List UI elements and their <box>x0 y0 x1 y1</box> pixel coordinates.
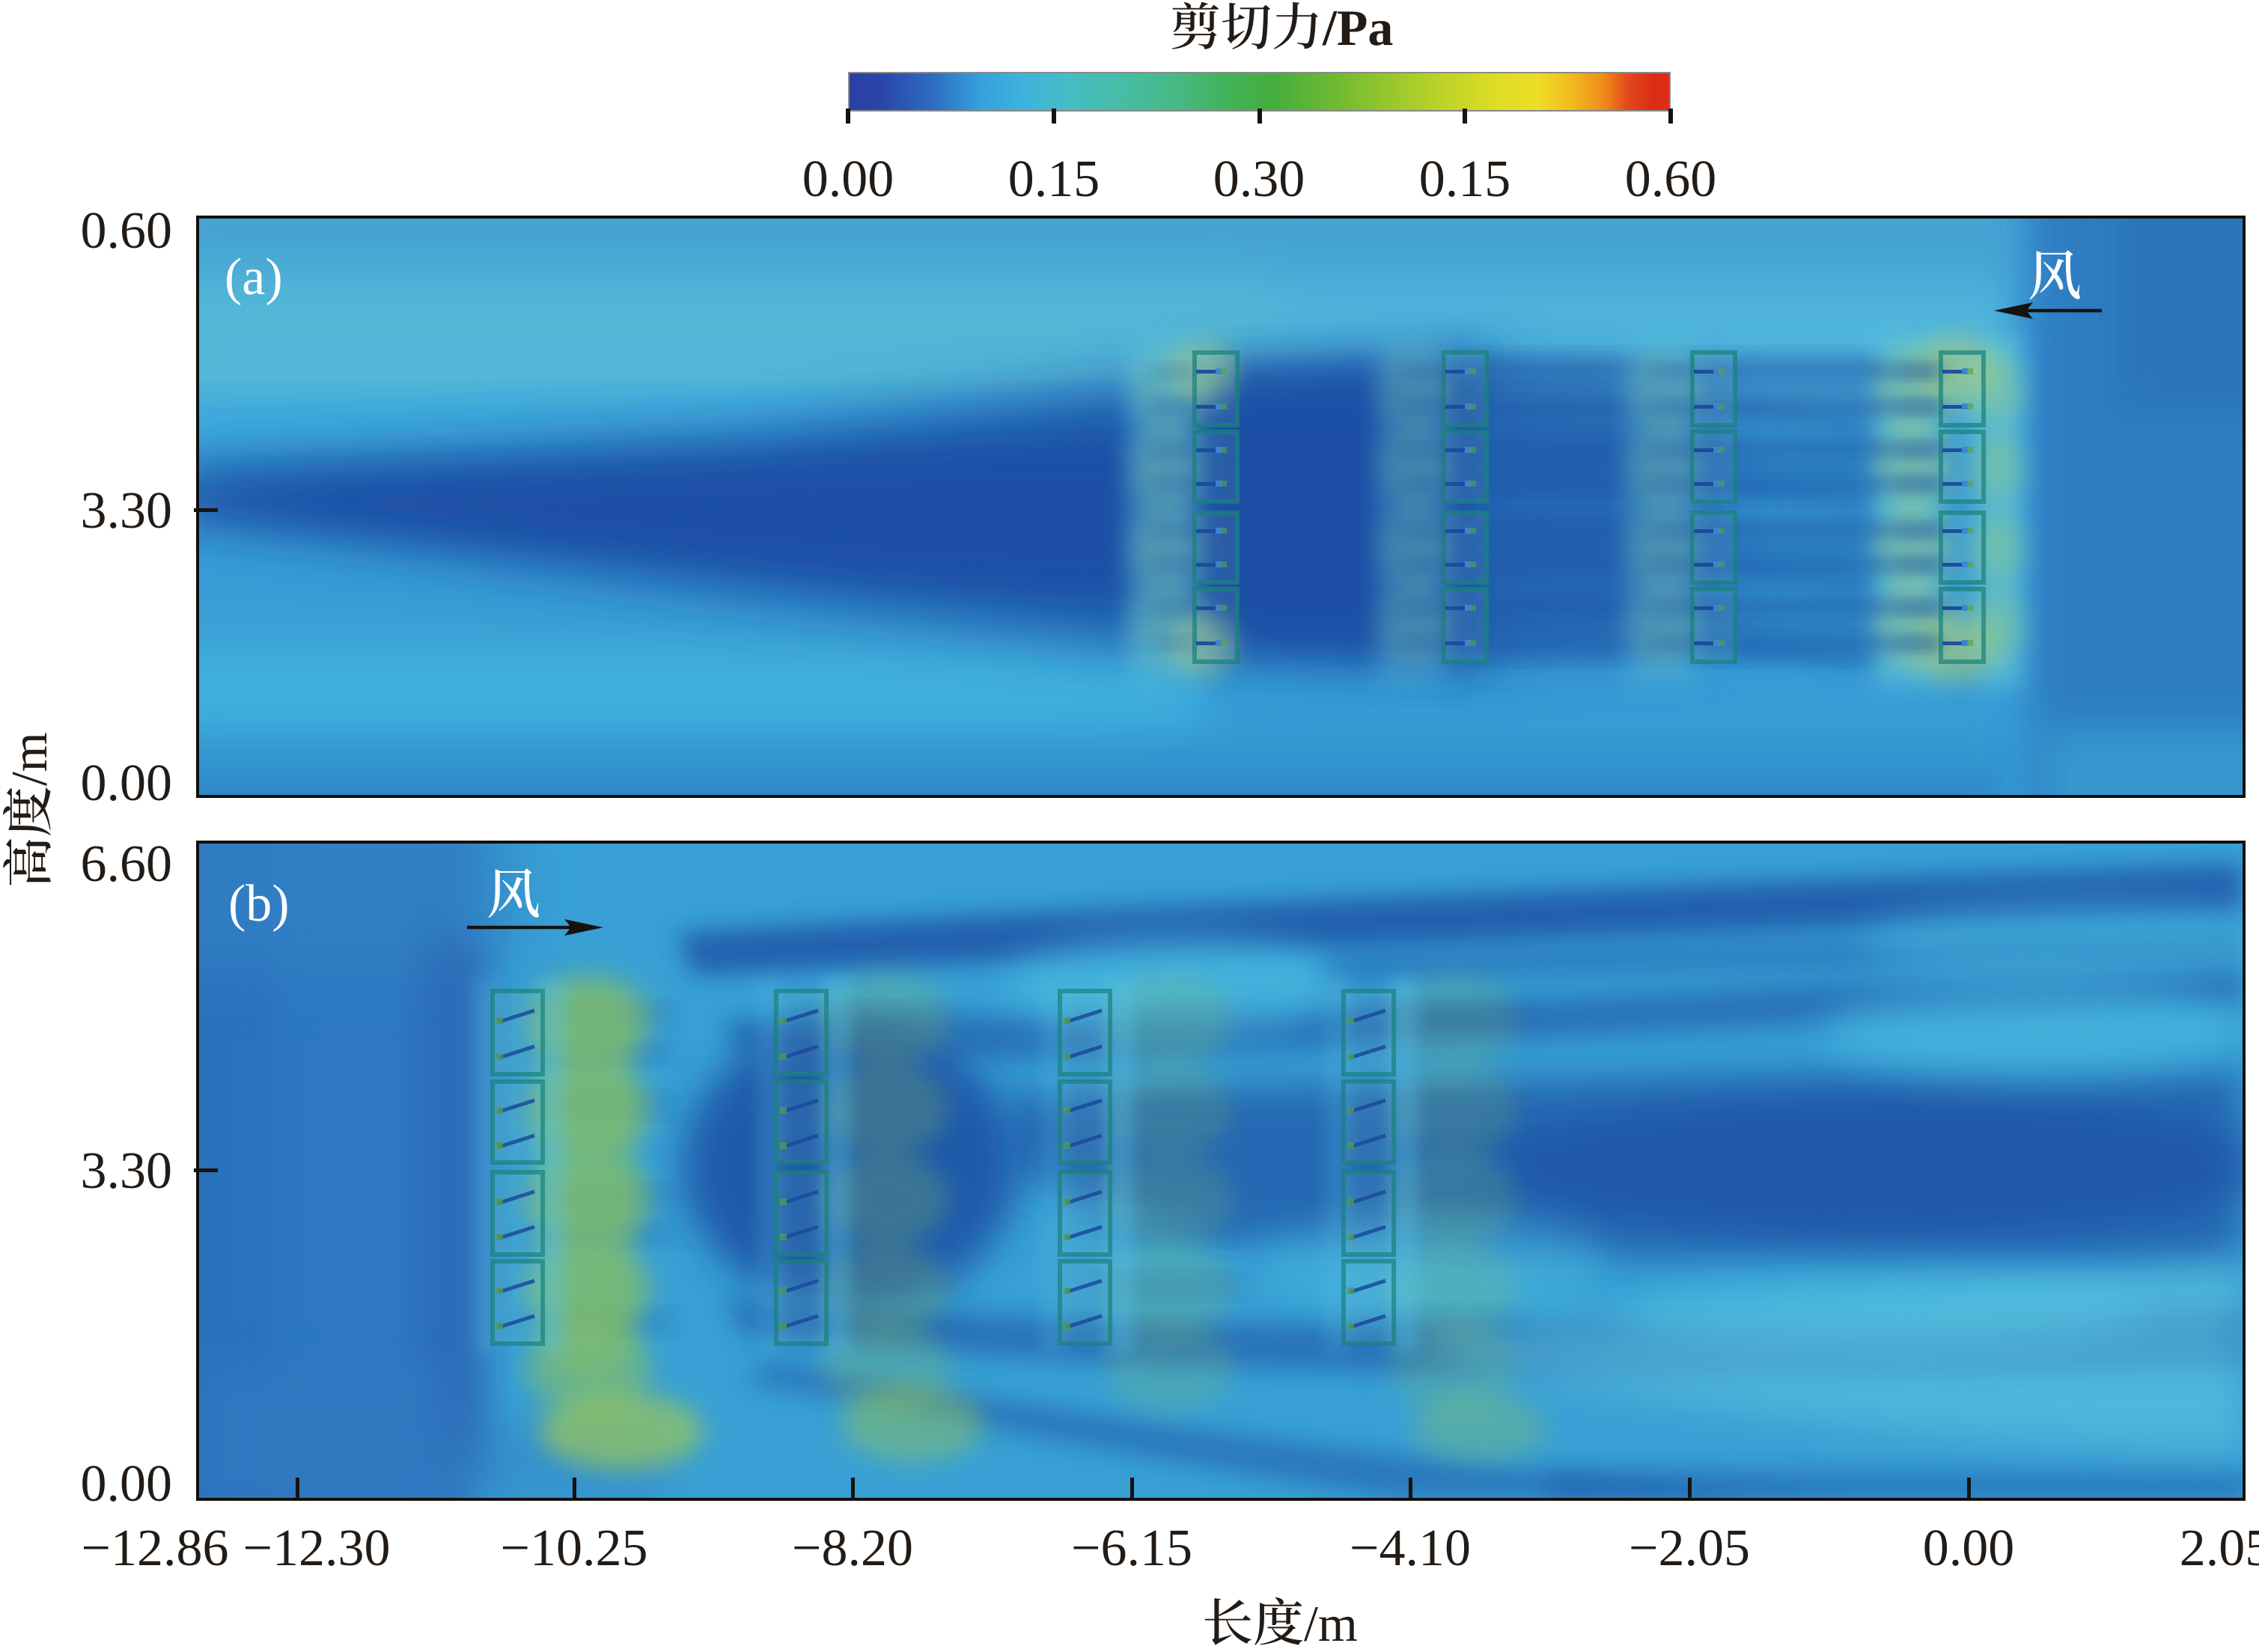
svg-text:0.15: 0.15 <box>1008 150 1100 208</box>
svg-text:/m: /m <box>1 732 58 786</box>
svg-text:3.30: 3.30 <box>81 482 173 540</box>
svg-text:−6.15: −6.15 <box>1071 1520 1192 1577</box>
svg-text:0.60: 0.60 <box>1625 150 1717 208</box>
svg-text:2.05: 2.05 <box>2180 1520 2259 1577</box>
svg-text:(b): (b) <box>228 875 290 933</box>
svg-text:0.60: 0.60 <box>81 202 173 260</box>
svg-text:−10.25: −10.25 <box>501 1520 648 1577</box>
svg-text:0.15: 0.15 <box>1419 150 1511 208</box>
svg-text:0.00: 0.00 <box>1923 1520 2015 1577</box>
svg-text:−12.30: −12.30 <box>243 1520 391 1577</box>
svg-text:−4.10: −4.10 <box>1350 1520 1471 1577</box>
svg-text:(a): (a) <box>225 249 283 306</box>
svg-text:/m: /m <box>1304 1595 1358 1652</box>
svg-text:0.30: 0.30 <box>1213 150 1305 208</box>
svg-text:−12.86: −12.86 <box>82 1520 229 1577</box>
svg-text:3.30: 3.30 <box>81 1142 173 1200</box>
svg-text:0.00: 0.00 <box>81 1455 173 1513</box>
svg-text:6.60: 6.60 <box>81 835 173 893</box>
svg-text:/Pa: /Pa <box>1322 0 1393 56</box>
svg-text:−2.05: −2.05 <box>1629 1520 1750 1577</box>
svg-text:0.00: 0.00 <box>802 150 894 208</box>
svg-text:−8.20: −8.20 <box>792 1520 913 1577</box>
svg-text:0.00: 0.00 <box>81 755 173 812</box>
